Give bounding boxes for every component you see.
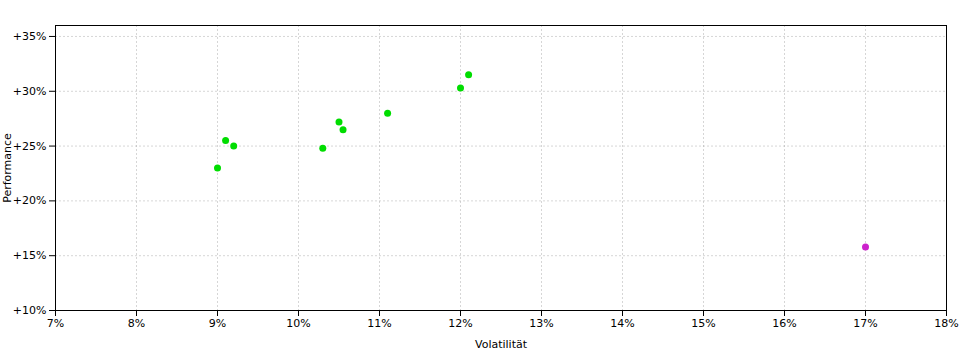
svg-text:+10%: +10%: [13, 304, 47, 317]
svg-text:18%: 18%: [934, 317, 958, 330]
svg-text:15%: 15%: [691, 317, 715, 330]
svg-text:+15%: +15%: [13, 249, 47, 262]
svg-text:11%: 11%: [367, 317, 391, 330]
svg-text:+30%: +30%: [13, 85, 47, 98]
svg-text:13%: 13%: [529, 317, 553, 330]
svg-text:+35%: +35%: [13, 30, 47, 43]
svg-text:+25%: +25%: [13, 140, 47, 153]
svg-text:12%: 12%: [448, 317, 472, 330]
svg-text:17%: 17%: [853, 317, 877, 330]
svg-text:10%: 10%: [286, 317, 310, 330]
svg-text:9%: 9%: [209, 317, 226, 330]
svg-text:8%: 8%: [128, 317, 145, 330]
svg-text:16%: 16%: [772, 317, 796, 330]
svg-text:+20%: +20%: [13, 194, 47, 207]
svg-text:7%: 7%: [47, 317, 64, 330]
svg-text:14%: 14%: [610, 317, 634, 330]
svg-text:Performance: Performance: [1, 133, 14, 203]
svg-text:Volatilität: Volatilität: [475, 338, 528, 350]
